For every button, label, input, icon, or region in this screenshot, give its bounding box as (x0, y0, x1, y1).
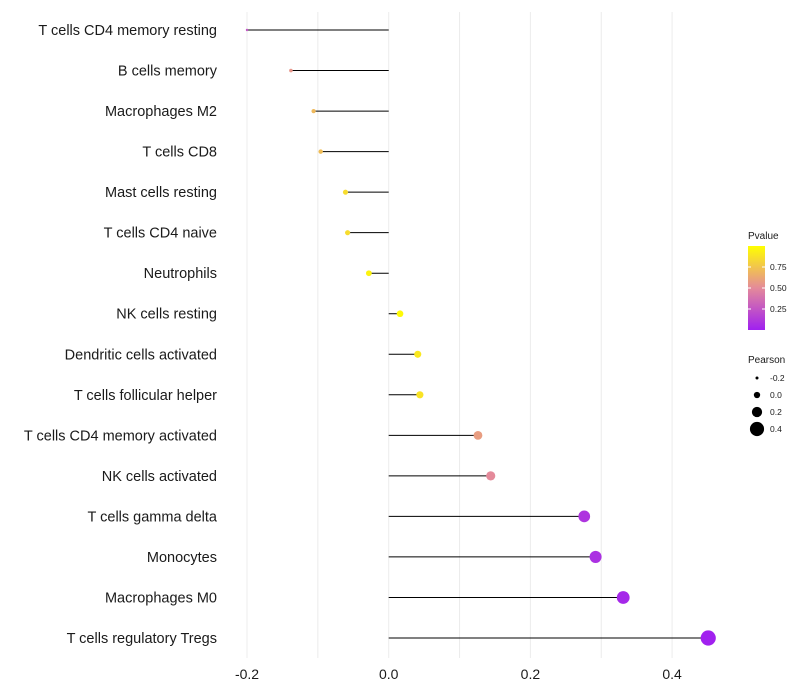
lollipop-point (416, 391, 424, 399)
size-legend-label: 0.0 (770, 390, 782, 400)
lollipop-point (700, 630, 716, 646)
pvalue-colorbar (748, 246, 765, 330)
colorbar-tick-label: 0.50 (770, 283, 787, 293)
lollipop-point (311, 108, 316, 114)
category-label: T cells follicular helper (74, 388, 217, 404)
size-legend-label: 0.2 (770, 407, 782, 417)
lollipop-point (245, 28, 249, 32)
pvalue-legend-ticks: 0.75 0.50 0.25 (748, 262, 787, 314)
category-labels: T cells CD4 memory resting B cells memory… (24, 23, 218, 647)
category-label: Monocytes (147, 550, 217, 566)
category-label: NK cells resting (116, 307, 217, 323)
lollipop-point (289, 68, 293, 73)
category-label: T cells CD4 memory activated (24, 428, 217, 444)
pearson-legend-keys: -0.2 0.0 0.2 0.4 (749, 373, 785, 437)
pvalue-legend-title: Pvalue (748, 231, 779, 242)
size-legend-dot (749, 421, 765, 437)
lollipop-point (396, 310, 404, 318)
category-label: Dendritic cells activated (65, 347, 217, 363)
colorbar-tick-label: 0.25 (770, 304, 787, 314)
lollipop-point (589, 550, 602, 563)
category-label: T cells CD4 memory resting (38, 23, 217, 39)
x-tick-label: 0.2 (521, 666, 541, 682)
x-tick-label: 0.0 (379, 666, 399, 682)
lollipop-point (318, 149, 323, 154)
colorbar-tick-label: 0.75 (770, 262, 787, 272)
lollipop-point (342, 189, 349, 195)
category-label: NK cells activated (102, 469, 217, 485)
category-label: Mast cells resting (105, 185, 217, 201)
x-tick-label: -0.2 (235, 666, 259, 682)
lollipop-point (616, 591, 630, 604)
lollipop-point (578, 510, 591, 523)
lollipop-points (245, 28, 716, 646)
category-label: Macrophages M2 (105, 104, 217, 120)
size-legend-label: -0.2 (770, 373, 785, 383)
category-label: Macrophages M0 (105, 590, 217, 606)
lollipop-point (473, 430, 483, 440)
lollipop-point (486, 471, 496, 481)
category-label: T cells CD4 naive (104, 226, 217, 242)
lollipop-point (365, 270, 372, 277)
size-legend-label: 0.4 (770, 424, 782, 434)
size-legend-dot (751, 406, 763, 418)
x-tick-label: 0.4 (662, 666, 682, 682)
category-label: T cells regulatory Tregs (67, 631, 217, 647)
pearson-legend-title: Pearson (748, 355, 785, 366)
category-label: B cells memory (118, 64, 218, 80)
lollipop-point (414, 350, 422, 358)
category-label: T cells gamma delta (88, 509, 218, 525)
x-axis-ticks: -0.2 0.0 0.2 0.4 (235, 666, 682, 682)
grid (246, 12, 673, 658)
pvalue-legend: Pvalue 0.75 0.50 0.25 (748, 231, 787, 330)
size-legend-dot (755, 376, 759, 380)
lollipop-point (345, 230, 351, 236)
lollipop-stems (247, 29, 709, 639)
category-label: Neutrophils (144, 266, 217, 282)
size-legend-dot (753, 391, 761, 399)
pearson-legend: Pearson -0.2 0.0 0.2 0.4 (748, 355, 785, 437)
category-label: T cells CD8 (142, 145, 217, 161)
